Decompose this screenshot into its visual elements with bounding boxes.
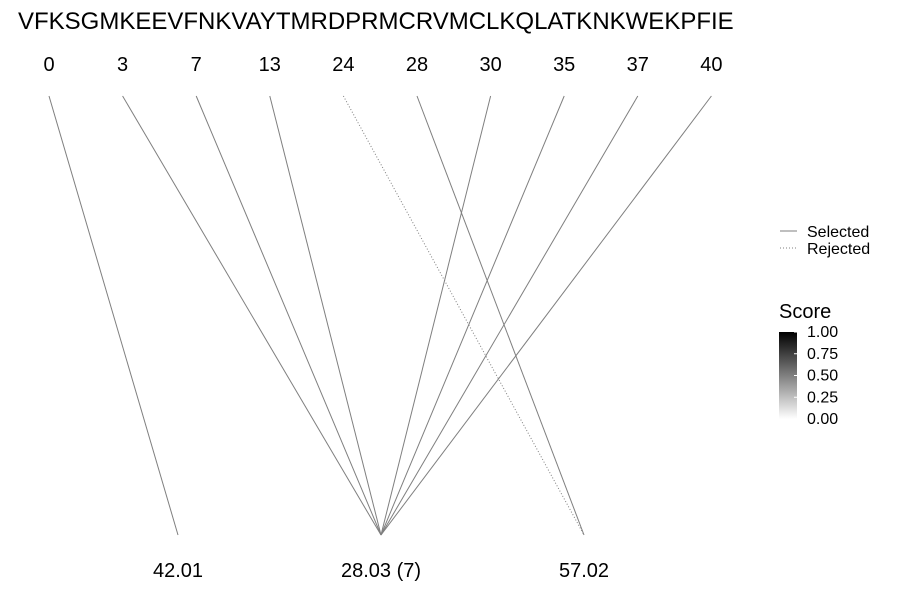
score-tick-label-0-00: 0.00 xyxy=(807,411,838,428)
target-label-42-01: 42.01 xyxy=(153,560,203,582)
position-label-7: 7 xyxy=(191,54,202,76)
score-tick-label-0-50: 0.50 xyxy=(807,368,838,385)
position-label-28: 28 xyxy=(406,54,428,76)
position-label-3: 3 xyxy=(117,54,128,76)
position-label-24: 24 xyxy=(332,54,354,76)
score-colorbar xyxy=(779,332,797,419)
score-tick-label-0-25: 0.25 xyxy=(807,389,838,406)
position-label-30: 30 xyxy=(479,54,501,76)
link-30-to-28-03-7 xyxy=(380,95,492,536)
link-24-to-57-02 xyxy=(342,95,585,536)
position-label-0: 0 xyxy=(43,54,54,76)
position-label-37: 37 xyxy=(627,54,649,76)
link-3-to-28-03-7 xyxy=(122,95,382,536)
legend-selected-label: Selected xyxy=(807,224,869,241)
legend-rejected-label: Rejected xyxy=(807,241,870,258)
position-label-35: 35 xyxy=(553,54,575,76)
link-40-to-28-03-7 xyxy=(380,95,712,536)
target-label-28-03-7: 28.03 (7) xyxy=(341,560,421,582)
link-7-to-28-03-7 xyxy=(195,95,382,536)
link-35-to-28-03-7 xyxy=(380,95,565,536)
position-label-40: 40 xyxy=(700,54,722,76)
score-tick-label-1-00: 1.00 xyxy=(807,324,838,341)
sequence-title: VFKSGMKEEVFNKVAYTMRDPRMCRVMCLKQLATKNKWEK… xyxy=(18,8,734,35)
link-28-to-57-02 xyxy=(416,95,585,536)
position-label-13: 13 xyxy=(259,54,281,76)
score-tick-label-0-75: 0.75 xyxy=(807,346,838,363)
position-labels: 0 3 7 13 24 28 30 35 37 40 xyxy=(43,54,722,76)
link-lines xyxy=(48,95,712,536)
link-0-to-42-01 xyxy=(48,95,179,536)
score-legend-title: Score xyxy=(779,301,831,323)
link-13-to-28-03-7 xyxy=(269,95,382,536)
link-37-to-28-03-7 xyxy=(380,95,639,536)
score-ticks: 1.00 0.75 0.50 0.25 0.00 xyxy=(794,324,838,428)
score-legend: Score 1.00 0.75 0.50 0.25 0.00 xyxy=(779,301,838,428)
target-label-57-02: 57.02 xyxy=(559,560,609,582)
target-labels: 42.01 28.03 (7) 57.02 xyxy=(153,560,609,582)
line-type-legend: Selected Rejected xyxy=(780,224,870,258)
